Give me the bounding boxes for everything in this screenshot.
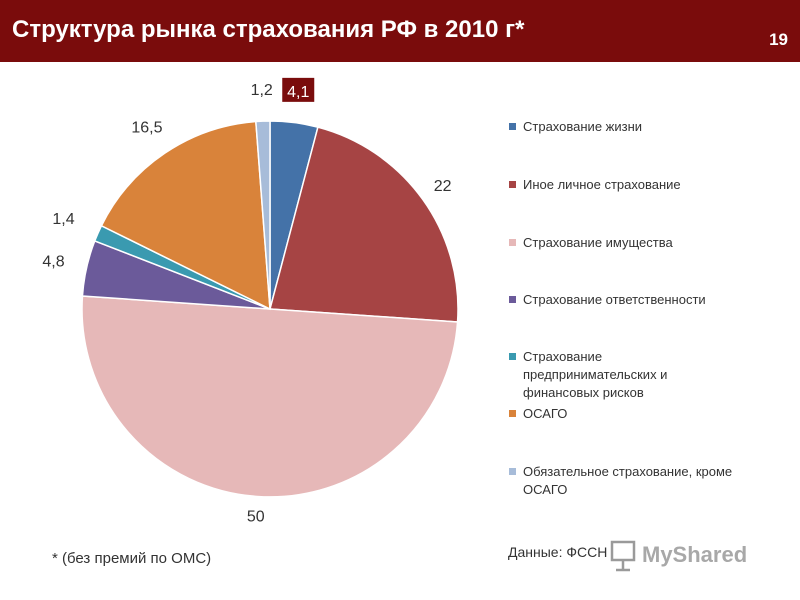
data-label-property: 50: [247, 508, 265, 525]
data-label-liability: 4,8: [42, 254, 64, 271]
pie-slice-mandatory: [255, 120, 271, 310]
legend-swatch: [509, 410, 516, 417]
data-label-other-personal: 22: [434, 178, 452, 195]
watermark-logo: MyShared: [610, 540, 747, 572]
pie-slice-other-personal: [269, 126, 459, 323]
pie-slice-property: [81, 295, 459, 498]
watermark-text: MyShared: [642, 542, 747, 567]
pie-slice-osago: [100, 120, 271, 311]
legend-label: Страхование имущества: [523, 235, 673, 250]
title-bar: Структура рынка страхования РФ в 2010 г*…: [0, 0, 800, 62]
legend-label: Страхование жизни: [523, 119, 643, 134]
legend-swatch: [509, 123, 516, 130]
data-source: Данные: ФССН: [508, 544, 608, 560]
page-number: 19: [769, 30, 788, 49]
data-label-business-risks: 1,4: [52, 211, 74, 228]
legend-swatch: [509, 296, 516, 303]
legend-swatch: [509, 468, 516, 475]
legend-swatch: [509, 239, 516, 246]
legend-label: Обязательное страхование, кроме ОСАГО: [523, 464, 733, 497]
data-label-osago: 16,5: [131, 120, 162, 137]
slide-title: Структура рынка страхования РФ в 2010 г*: [12, 16, 525, 43]
presentation-icon: [610, 540, 636, 562]
data-label-highlight: [282, 77, 315, 102]
data-label-life: 4,1: [287, 84, 309, 101]
legend-swatch: [509, 181, 516, 188]
legend-swatch: [509, 353, 516, 360]
footnote: * (без премий по ОМС): [52, 550, 212, 567]
legend-label: Страхование ответственности: [523, 292, 706, 307]
legend-label: Иное личное страхование: [523, 177, 681, 192]
data-label-mandatory: 1,2: [251, 82, 273, 99]
legend-label: Страхование предпринимательских и финанс…: [523, 349, 668, 400]
legend-label: ОСАГО: [523, 406, 568, 421]
